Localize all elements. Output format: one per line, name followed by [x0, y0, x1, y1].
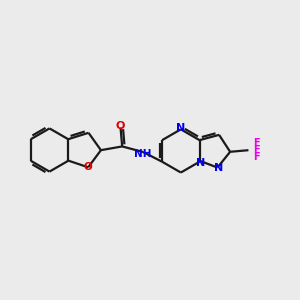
Text: F: F [254, 152, 260, 162]
Text: O: O [116, 121, 125, 131]
Text: N: N [196, 158, 205, 168]
Text: F: F [254, 138, 260, 148]
Text: F: F [254, 145, 260, 155]
Text: NH: NH [134, 148, 152, 158]
Text: N: N [176, 123, 185, 133]
Text: O: O [83, 162, 92, 172]
Text: N: N [214, 164, 223, 173]
